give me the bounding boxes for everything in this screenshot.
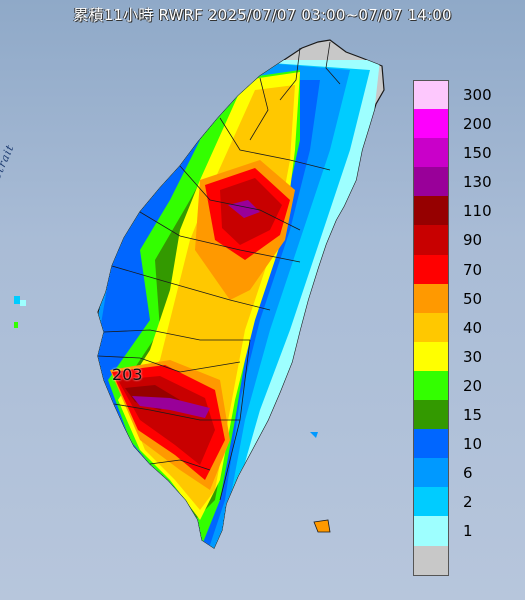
legend-swatch [413,370,449,401]
legend-label: 70 [463,260,483,279]
rain-band-purple-north [228,200,260,218]
legend-row: 40 [411,312,521,342]
map-title: 累積11小時 RWRF 2025/07/07 03:00~07/07 14:00 [73,6,452,24]
legend-swatch [413,254,449,284]
legend-label: 40 [463,318,483,337]
legend-row: 70 [411,254,521,284]
legend-swatch [413,429,449,459]
peak-rainfall-label: 203 [112,365,143,384]
legend-swatch [413,487,449,517]
legend-swatch [413,458,449,488]
legend-swatch [413,516,449,546]
orchid-island [310,432,318,438]
legend-row [411,545,521,576]
legend-row: 6 [411,458,521,488]
legend-label: 90 [463,231,483,250]
legend-row: 2 [411,487,521,517]
legend-label: 1 [463,522,473,541]
legend-label: 10 [463,435,483,454]
legend-swatch [413,109,449,139]
legend-label: 200 [463,115,492,134]
legend-label: 15 [463,406,483,425]
legend-label: 6 [463,464,473,483]
legend-swatch [413,138,449,168]
penghu-rain-3 [14,322,18,328]
island [97,39,385,549]
legend-row: 30 [411,341,521,371]
legend-swatch [413,80,449,111]
legend-swatch [413,341,449,371]
legend-swatch [413,400,449,430]
legend-label: 150 [463,144,492,163]
legend-row: 130 [411,167,521,197]
legend-label: 30 [463,347,483,366]
legend-row: 300 [411,80,521,111]
legend-label: 130 [463,173,492,192]
county-borders [97,41,341,501]
legend-row: 110 [411,196,521,226]
legend-label: 50 [463,289,483,308]
legend-row: 1 [411,516,521,546]
legend-row: 20 [411,370,521,401]
penghu-rain [14,296,20,304]
legend-swatch [413,545,449,576]
islands-small [14,296,331,533]
rain-field [98,60,380,548]
legend-swatch [413,312,449,342]
legend-row: 50 [411,283,521,313]
rainfall-legend: 300 200 150 130 110 90 70 50 40 30 20 15 10 6 2 1 [411,80,521,576]
legend-row: 10 [411,429,521,459]
legend-row: 15 [411,400,521,430]
penghu-rain-2 [20,300,26,306]
legend-label: 300 [463,86,492,104]
legend-row: 90 [411,225,521,255]
legend-swatch [413,283,449,313]
green-island [313,519,331,533]
legend-label: 20 [463,376,483,395]
legend-label: 110 [463,202,492,221]
legend-row: 150 [411,138,521,168]
legend-swatch [413,167,449,197]
legend-label: 2 [463,493,473,512]
legend-swatch [413,225,449,255]
legend-row: 200 [411,109,521,139]
legend-swatch [413,196,449,226]
rain-band-purple-south [132,396,210,418]
